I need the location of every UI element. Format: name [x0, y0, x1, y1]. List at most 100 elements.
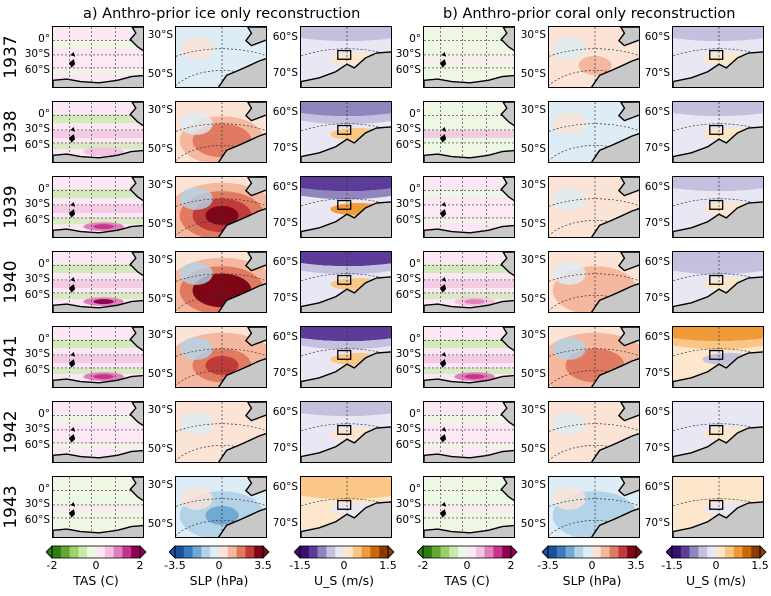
lat-label-slp: 50°S — [520, 518, 546, 531]
lat-label-tas: 0° — [409, 108, 421, 121]
lat-label-slp: 50°S — [520, 293, 546, 306]
map-coral-tas-1941 — [423, 326, 515, 388]
colorbar-tas-ice — [45, 544, 150, 563]
map-ice-slp-1943 — [175, 476, 267, 538]
lat-label-us: 70°S — [644, 366, 670, 379]
colorbar-label-slp: SLP (hPa) — [189, 573, 249, 588]
map-ice-us-1942 — [300, 401, 392, 463]
colorbar-swatch-tas — [96, 546, 106, 558]
colorbar-swatch-tas — [78, 546, 88, 558]
lat-label-tas: 60°S — [395, 364, 421, 377]
lat-label-tas: 30°S — [395, 423, 421, 436]
colorbar-tick-slp: -3.5 — [537, 559, 559, 572]
colorbar-swatch-us — [672, 546, 682, 558]
lat-label-us: 70°S — [644, 441, 670, 454]
lat-label-slp: 50°S — [147, 293, 173, 306]
colorbar-swatch-slp — [245, 546, 255, 558]
colorbar-swatch-us — [352, 546, 362, 558]
lat-label-tas: 0° — [409, 183, 421, 196]
colorbar-swatch-us — [724, 546, 734, 558]
lat-label-slp: 50°S — [147, 143, 173, 156]
lat-label-tas: 60°S — [24, 289, 50, 302]
lat-label-tas: 60°S — [395, 64, 421, 77]
lat-label-slp: 30°S — [147, 29, 173, 42]
map-coral-us-1940 — [672, 251, 764, 313]
lat-label-tas: 60°S — [24, 439, 50, 452]
map-coral-tas-1937 — [423, 26, 515, 88]
lat-label-tas: 30°S — [24, 423, 50, 436]
colorbar-tick-tas: -2 — [417, 559, 429, 572]
colorbar-swatch-us — [742, 546, 752, 558]
map-ice-slp-1939 — [175, 176, 267, 238]
lat-label-tas: 0° — [38, 33, 50, 46]
colorbar-tick-us: -1.5 — [661, 559, 683, 572]
map-coral-slp-1942 — [548, 401, 640, 463]
colorbar-swatch-slp — [600, 546, 610, 558]
lat-label-us: 70°S — [272, 516, 298, 529]
lat-label-tas: 0° — [38, 183, 50, 196]
colorbar-swatch-tas — [52, 546, 62, 558]
lat-label-us: 70°S — [272, 366, 298, 379]
colorbar-swatch-slp — [192, 546, 202, 558]
lat-label-slp: 30°S — [520, 404, 546, 417]
colorbar-swatch-tas — [475, 546, 485, 558]
lat-label-tas: 0° — [409, 483, 421, 496]
colorbar-tick-tas: 0 — [463, 559, 471, 572]
lat-label-us: 70°S — [644, 516, 670, 529]
colorbar-tick-us: 1.5 — [379, 559, 397, 572]
colorbar-tick-tas: 2 — [136, 559, 144, 572]
colorbar-swatch-tas — [423, 546, 433, 558]
colorbar-swatch-tas — [122, 546, 132, 558]
colorbar-swatch-tas — [431, 546, 441, 558]
colorbar-tick-tas: 2 — [507, 559, 515, 572]
lat-label-tas: 60°S — [395, 514, 421, 527]
colorbar-swatch-slp — [565, 546, 575, 558]
lat-label-us: 60°S — [272, 480, 298, 493]
year-label-1943: 1943 — [1, 485, 21, 529]
lat-label-tas: 0° — [38, 333, 50, 346]
colorbar-swatch-slp — [236, 546, 246, 558]
map-ice-tas-1941 — [52, 326, 144, 388]
colorbar-tick-us: 0 — [712, 559, 720, 572]
map-ice-us-1937 — [300, 26, 392, 88]
lat-label-tas: 60°S — [395, 439, 421, 452]
lat-label-us: 60°S — [644, 405, 670, 418]
lat-label-slp: 50°S — [520, 368, 546, 381]
map-ice-tas-1939 — [52, 176, 144, 238]
lat-label-us: 70°S — [644, 66, 670, 79]
year-label-1942: 1942 — [1, 410, 21, 454]
colorbar-swatch-tas — [131, 546, 141, 558]
lat-label-tas: 0° — [409, 33, 421, 46]
map-coral-tas-1942 — [423, 401, 515, 463]
colorbar-swatch-slp — [227, 546, 237, 558]
lat-label-tas: 30°S — [24, 273, 50, 286]
colorbar-swatch-us — [317, 546, 327, 558]
map-coral-tas-1938 — [423, 101, 515, 163]
lat-label-tas: 30°S — [395, 273, 421, 286]
lat-label-us: 60°S — [644, 180, 670, 193]
lat-label-slp: 50°S — [147, 443, 173, 456]
colorbar-swatch-tas — [467, 546, 477, 558]
lat-label-slp: 30°S — [147, 329, 173, 342]
colorbar-swatch-slp — [254, 546, 264, 558]
map-coral-slp-1941 — [548, 326, 640, 388]
lat-label-slp: 50°S — [147, 518, 173, 531]
year-label-1940: 1940 — [1, 260, 21, 304]
map-ice-us-1938 — [300, 101, 392, 163]
lat-label-tas: 0° — [409, 258, 421, 271]
lat-label-tas: 30°S — [24, 348, 50, 361]
lat-label-slp: 50°S — [520, 443, 546, 456]
lat-label-tas: 60°S — [395, 214, 421, 227]
colorbar-us — [665, 545, 767, 559]
colorbar-us — [293, 545, 395, 559]
colorbar-swatch-slp — [219, 546, 229, 558]
colorbar-label-tas: TAS (C) — [444, 573, 490, 588]
map-coral-slp-1943 — [548, 476, 640, 538]
lat-label-slp: 30°S — [147, 179, 173, 192]
lat-label-tas: 30°S — [24, 198, 50, 211]
colorbar-slp — [541, 545, 643, 559]
lat-label-tas: 60°S — [395, 139, 421, 152]
map-coral-tas-1939 — [423, 176, 515, 238]
map-coral-tas-1940 — [423, 251, 515, 313]
colorbar-swatch-tas — [87, 546, 97, 558]
